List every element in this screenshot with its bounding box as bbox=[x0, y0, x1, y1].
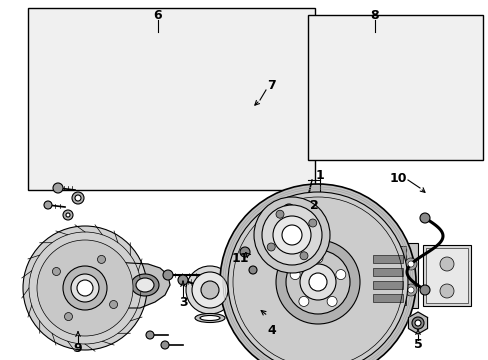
Bar bbox=[372, 294, 402, 302]
Circle shape bbox=[91, 291, 99, 299]
Text: 10: 10 bbox=[388, 171, 406, 185]
Circle shape bbox=[109, 301, 117, 309]
Circle shape bbox=[192, 272, 227, 308]
Circle shape bbox=[75, 195, 81, 201]
Bar bbox=[422, 245, 470, 306]
Circle shape bbox=[178, 275, 187, 285]
Circle shape bbox=[404, 284, 416, 296]
Circle shape bbox=[419, 213, 429, 223]
Bar bbox=[323, 255, 358, 264]
Text: 7: 7 bbox=[267, 78, 276, 91]
Circle shape bbox=[44, 201, 52, 209]
Polygon shape bbox=[407, 312, 427, 334]
Bar bbox=[372, 281, 402, 289]
Circle shape bbox=[312, 253, 323, 263]
Circle shape bbox=[253, 197, 329, 273]
Text: 2: 2 bbox=[309, 198, 318, 212]
Ellipse shape bbox=[195, 314, 224, 323]
Circle shape bbox=[298, 296, 308, 306]
Polygon shape bbox=[85, 258, 170, 308]
Circle shape bbox=[266, 243, 275, 251]
Text: 5: 5 bbox=[413, 338, 422, 351]
Circle shape bbox=[66, 213, 70, 217]
Circle shape bbox=[71, 274, 99, 302]
Text: 8: 8 bbox=[370, 9, 379, 22]
Circle shape bbox=[439, 257, 453, 271]
Circle shape bbox=[272, 216, 310, 254]
Circle shape bbox=[407, 261, 413, 267]
Circle shape bbox=[283, 204, 294, 216]
Ellipse shape bbox=[200, 315, 220, 320]
Circle shape bbox=[201, 281, 219, 299]
Circle shape bbox=[308, 219, 316, 227]
Bar bbox=[425, 248, 467, 303]
Circle shape bbox=[72, 192, 84, 204]
Bar bbox=[372, 268, 402, 276]
Bar bbox=[370, 246, 405, 305]
Bar bbox=[307, 15, 482, 160]
Circle shape bbox=[299, 252, 307, 260]
Circle shape bbox=[220, 184, 415, 360]
Circle shape bbox=[299, 264, 335, 300]
Circle shape bbox=[63, 266, 107, 310]
Circle shape bbox=[285, 250, 349, 314]
Circle shape bbox=[335, 270, 345, 280]
Circle shape bbox=[37, 240, 133, 336]
Bar bbox=[28, 8, 314, 190]
Circle shape bbox=[414, 320, 420, 326]
Text: 4: 4 bbox=[267, 324, 276, 337]
Text: 9: 9 bbox=[74, 342, 82, 355]
Circle shape bbox=[275, 240, 359, 324]
Text: 11: 11 bbox=[231, 252, 248, 265]
Circle shape bbox=[97, 256, 105, 264]
Circle shape bbox=[53, 183, 63, 193]
Circle shape bbox=[227, 192, 407, 360]
Ellipse shape bbox=[136, 278, 154, 292]
Circle shape bbox=[411, 317, 423, 329]
Circle shape bbox=[419, 285, 429, 295]
Circle shape bbox=[248, 266, 257, 274]
Circle shape bbox=[64, 312, 72, 320]
Circle shape bbox=[282, 225, 302, 245]
Ellipse shape bbox=[131, 274, 159, 296]
Bar bbox=[323, 283, 358, 292]
Text: 3: 3 bbox=[178, 296, 187, 309]
Circle shape bbox=[326, 296, 336, 306]
Bar bbox=[323, 269, 358, 278]
Circle shape bbox=[87, 257, 97, 267]
Circle shape bbox=[146, 331, 154, 339]
Text: 6: 6 bbox=[153, 9, 162, 22]
Bar bbox=[323, 297, 358, 306]
Circle shape bbox=[185, 266, 234, 314]
Bar bbox=[372, 255, 402, 263]
Bar bbox=[319, 248, 361, 310]
Circle shape bbox=[240, 247, 249, 257]
Bar bbox=[367, 243, 417, 308]
Circle shape bbox=[308, 273, 326, 291]
Circle shape bbox=[161, 341, 169, 349]
Circle shape bbox=[407, 287, 413, 293]
Polygon shape bbox=[244, 258, 285, 302]
Circle shape bbox=[23, 226, 147, 350]
Circle shape bbox=[404, 258, 416, 270]
Circle shape bbox=[163, 270, 173, 280]
Circle shape bbox=[52, 267, 61, 275]
Circle shape bbox=[63, 210, 73, 220]
Text: 1: 1 bbox=[315, 168, 324, 181]
Circle shape bbox=[262, 205, 321, 265]
Circle shape bbox=[439, 284, 453, 298]
Circle shape bbox=[77, 280, 93, 296]
Circle shape bbox=[289, 270, 300, 280]
Circle shape bbox=[275, 210, 284, 218]
